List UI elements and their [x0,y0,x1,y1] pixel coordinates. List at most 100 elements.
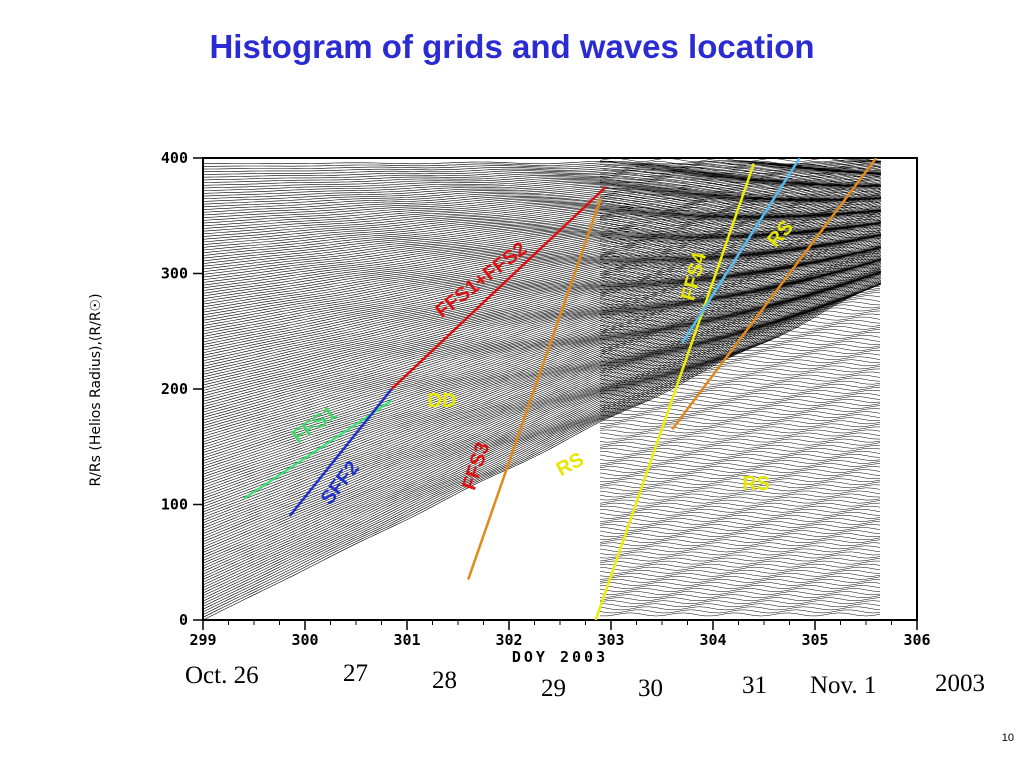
grid-trajectory [599,594,881,598]
x-tick-label: 305 [801,631,828,649]
grid-trajectory [203,167,881,186]
grid-trajectory [599,210,881,214]
grid-trajectory [203,275,881,594]
grid-trajectory [599,344,881,348]
grid-trajectory [203,223,881,405]
grid-trajectory [203,171,881,202]
grid-trajectory [599,518,881,522]
right-blank-strip [881,158,917,620]
grid-trajectory [599,588,881,592]
grid-trajectory [599,508,881,513]
grid-trajectory [599,414,881,419]
grid-trajectory [599,411,881,415]
grid-trajectory [203,259,881,540]
grid-trajectory [599,530,881,534]
grid-trajectory [203,232,881,424]
grid-trajectory [599,542,881,547]
grid-trajectory [599,511,881,516]
grid-trajectory [599,292,881,297]
grid-trajectory [599,408,881,412]
grid-trajectory [599,420,881,425]
grid-trajectory [203,216,881,370]
grid-trajectory [203,176,881,227]
grid-trajectory [203,231,881,421]
grid-trajectory [203,271,881,578]
grid-trajectory [599,487,881,492]
grid-trajectory [203,205,881,326]
grid-trajectory [599,298,881,303]
grid-trajectory [203,222,881,399]
grid-trajectory [203,197,881,305]
grid-trajectory [203,199,881,313]
grid-trajectory [599,402,881,406]
date-label: 27 [343,660,368,687]
grid-trajectory [599,167,881,171]
grid-trajectory [599,466,881,470]
grid-trajectory [599,572,881,577]
grid-trajectory [599,377,881,382]
grid-trajectory [203,246,881,472]
grid-trajectory [599,569,881,574]
grid-trajectory [203,185,881,245]
grid-trajectory [203,218,881,372]
grid-trajectory [203,169,881,194]
grid-trajectory [599,478,881,483]
grid-trajectory [599,356,881,361]
grid-trajectory [203,170,881,200]
grid-trajectory [203,197,881,308]
grid-trajectory [203,213,881,364]
grid-trajectory [599,454,881,458]
grid-trajectory [203,173,881,218]
grid-trajectory [599,216,881,220]
grid-trajectory [203,197,881,291]
grid-trajectory [203,272,881,586]
grid-trajectory [203,224,881,407]
grid-trajectory [203,221,881,380]
grid-trajectory [203,215,881,367]
grid-trajectory [599,606,881,611]
grid-trajectory [203,165,881,183]
grid-trajectory [203,248,881,497]
grid-trajectory [599,310,881,315]
grid-trajectory [203,267,881,556]
grid-trajectory [203,244,881,467]
grid-trajectory [203,261,881,545]
x-axis-ticks: 299 300 301 302 303 304 305 306 [189,620,931,649]
grid-trajectory [599,536,881,541]
grid-trajectory [203,209,881,335]
grid-trajectory [599,521,881,525]
slide-title: Histogram of grids and waves location [209,28,815,65]
grid-trajectory [203,186,881,267]
annotation-label: DD [428,390,457,412]
grid-trajectory [203,242,881,464]
y-tick-label: 200 [161,380,188,398]
grid-trajectory [599,432,881,437]
y-axis-ticks: 0 100 200 300 400 [161,149,203,629]
grid-trajectory [599,579,881,583]
grid-trajectory [599,380,881,385]
grid-trajectory [203,210,881,356]
grid-trajectory [599,533,881,537]
grid-trajectory [599,316,881,321]
date-label: 2003 [935,670,985,697]
date-label: 29 [541,675,566,702]
wave-line [390,185,607,390]
grid-trajectory [599,347,881,351]
x-tick-label: 301 [393,631,420,649]
grid-trajectory [203,230,881,418]
x-tick-label: 306 [903,631,930,649]
grid-trajectory [203,239,881,459]
y-tick-label: 300 [161,265,188,283]
grid-trajectory [599,322,881,327]
grid-trajectory [599,359,881,364]
grid-trajectory [599,603,881,608]
grid-trajectory [599,426,881,431]
grid-trajectory [599,493,881,498]
grid-trajectory [599,332,881,336]
date-label: 31 [742,672,767,699]
grid-trajectory [599,194,881,199]
grid-trajectory [203,268,881,559]
grid-trajectory [203,256,881,513]
grid-trajectory [203,174,881,221]
grid-trajectory [599,566,881,571]
